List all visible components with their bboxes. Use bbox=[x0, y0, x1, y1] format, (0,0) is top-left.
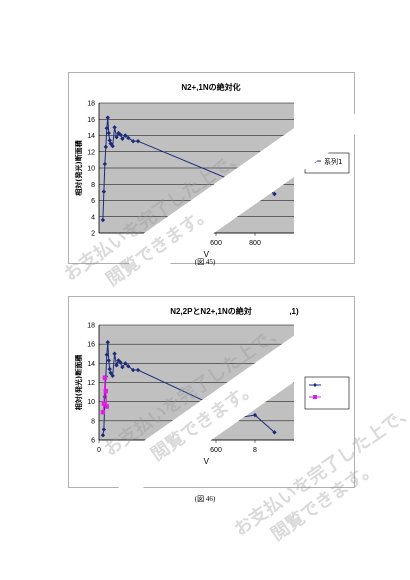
y-axis-label: 相対(発光)断面積 bbox=[74, 354, 83, 410]
figure-caption: (図 46) bbox=[194, 495, 216, 503]
y-tick-label: 10 bbox=[87, 166, 95, 173]
data-point bbox=[103, 144, 109, 150]
data-point bbox=[100, 410, 106, 415]
y-tick-label: 16 bbox=[87, 117, 95, 124]
data-point bbox=[103, 388, 109, 394]
y-tick-label: 18 bbox=[87, 101, 95, 108]
chart-figure-45: 2 4 6 8 10 12 14 16 18 400 600 800 N2+,1Nの絶対化 V 相対(発光)… bbox=[68, 72, 355, 264]
x-tick-label: 400 bbox=[171, 447, 183, 454]
legend-marker bbox=[313, 395, 317, 399]
legend-label: 系列1 bbox=[324, 157, 342, 166]
legend bbox=[304, 376, 350, 410]
data-point bbox=[108, 141, 113, 146]
y-tick-label: 8 bbox=[91, 182, 95, 189]
x-tick-label: 0 bbox=[97, 447, 101, 454]
data-point bbox=[104, 404, 109, 409]
data-point bbox=[105, 115, 110, 120]
y-tick-label: 6 bbox=[91, 198, 95, 205]
y-axis-label: 相対(発光)断面積 bbox=[74, 139, 83, 195]
chart-figure-46: 6 8 10 12 14 16 18 0 400 600 8 N2,2PとN2+,1Nの絶対 ,1) V 相… bbox=[68, 296, 355, 488]
data-point bbox=[102, 394, 108, 400]
y-tick-label: 12 bbox=[87, 149, 95, 156]
figure-caption: (図 45) bbox=[194, 258, 216, 266]
x-tick-label: 400 bbox=[171, 240, 183, 247]
y-tick-label: 6 bbox=[91, 438, 95, 445]
y-tick-label: 8 bbox=[91, 418, 95, 425]
x-tick-label: 800 bbox=[249, 240, 261, 247]
data-point bbox=[100, 433, 106, 438]
data-point bbox=[101, 427, 107, 432]
data-point bbox=[100, 217, 106, 223]
legend-box bbox=[304, 376, 350, 410]
chart-title: N2+,1Nの絶対化 bbox=[181, 82, 240, 92]
x-tick-label: 600 bbox=[210, 447, 222, 454]
data-point bbox=[101, 401, 107, 406]
y-tick-label: 10 bbox=[87, 399, 95, 406]
y-tick-label: 12 bbox=[87, 380, 95, 387]
x-tick-label: 8 bbox=[253, 447, 257, 454]
x-tick-label: 600 bbox=[210, 240, 222, 247]
y-tick-label: 14 bbox=[87, 361, 95, 368]
y-tick-label: 4 bbox=[91, 214, 95, 221]
chart-title-fragment: ,1) bbox=[289, 307, 299, 316]
chart-title: N2,2PとN2+,1Nの絶対 bbox=[170, 306, 252, 316]
y-tick-label: 16 bbox=[87, 342, 95, 349]
data-point bbox=[102, 375, 108, 380]
legend: 系列1 bbox=[304, 152, 350, 174]
chart-svg: 6 8 10 12 14 16 18 0 400 600 8 N2,2PとN2+,1Nの絶対 ,1) V 相… bbox=[74, 306, 350, 466]
y-tick-label: 14 bbox=[87, 133, 95, 140]
y-tick-label: 18 bbox=[87, 323, 95, 330]
x-axis-label: V bbox=[204, 457, 210, 466]
y-tick-label: 2 bbox=[91, 231, 95, 238]
